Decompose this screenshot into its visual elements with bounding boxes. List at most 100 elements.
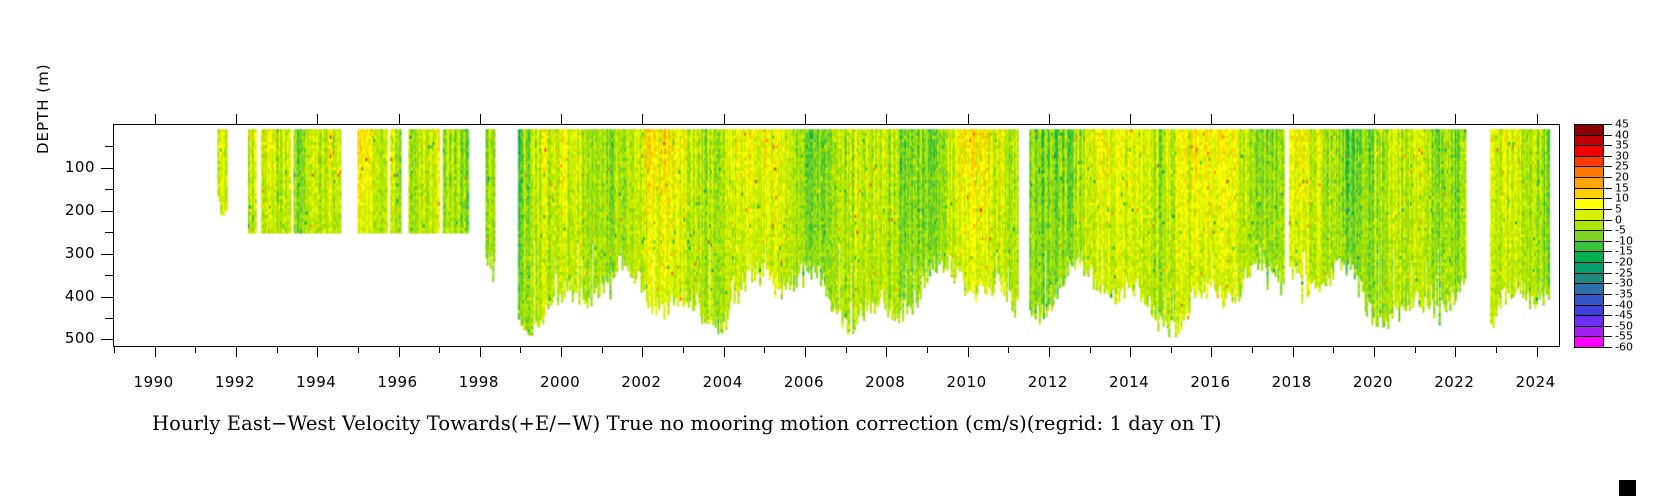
colorbar-label: -25 [1615, 266, 1633, 280]
x-tick [1374, 346, 1376, 357]
colorbar-tick [1604, 293, 1612, 295]
x-tick [1374, 114, 1376, 125]
x-tick-minor [1495, 346, 1497, 353]
x-tick [1292, 114, 1294, 125]
x-tick [967, 114, 969, 125]
colorbar-label: -5 [1615, 223, 1626, 237]
figure-caption: Hourly East−West Velocity Towards(+E/−W)… [152, 412, 1222, 435]
colorbar-tick [1604, 262, 1612, 264]
y-tick-major [101, 167, 114, 169]
x-tick-minor [764, 346, 766, 353]
x-tick-minor [845, 346, 847, 353]
x-tick [886, 114, 888, 125]
colorbar-tick [1604, 219, 1612, 221]
colorbar-tick [1604, 155, 1612, 157]
x-tick [154, 346, 156, 357]
colorbar-tick [1604, 124, 1612, 125]
plot-area [101, 114, 1560, 357]
colorbar-label: -45 [1615, 308, 1633, 322]
x-tick [1455, 114, 1457, 125]
x-tick [235, 114, 237, 125]
colorbar-label: 35 [1615, 138, 1629, 152]
colorbar-label: -20 [1615, 255, 1633, 269]
x-tick-minor [1089, 346, 1091, 353]
y-tick-major [101, 339, 114, 341]
x-tick-label: 2000 [540, 373, 581, 391]
x-tick [398, 114, 400, 125]
x-tick-label: 2024 [1515, 373, 1556, 391]
x-tick [804, 114, 806, 125]
x-tick [1536, 346, 1538, 357]
colorbar-label: 15 [1615, 181, 1629, 195]
colorbar-tick [1604, 336, 1612, 338]
colorbar-tick [1604, 230, 1612, 232]
x-tick-minor [601, 346, 603, 353]
x-tick-minor [1008, 346, 1010, 353]
x-tick [317, 346, 319, 357]
y-tick-label: 300 [64, 243, 95, 262]
colorbar: 45 40 35 30 25 20 15 10 5 0 -5 -10 -15 -20 -25 -30 -35 -4… [1574, 118, 1633, 354]
y-tick-major [101, 296, 114, 298]
colorbar-tick [1604, 198, 1612, 200]
x-tick [1048, 346, 1050, 357]
colorbar-tick [1604, 283, 1612, 285]
colorbar-label: 10 [1615, 191, 1629, 205]
colorbar-tick [1604, 251, 1612, 253]
colorbar-tick [1604, 315, 1612, 317]
colorbar-tick [1604, 272, 1612, 274]
x-tick [479, 346, 481, 357]
x-tick-label: 2014 [1109, 373, 1150, 391]
x-tick-label: 2016 [1190, 373, 1231, 391]
colorbar-label: -15 [1615, 244, 1633, 258]
x-tick [235, 346, 237, 357]
x-tick [1455, 346, 1457, 357]
x-tick-label: 2004 [702, 373, 743, 391]
x-tick-label: 1992 [214, 373, 256, 391]
y-tick-minor [105, 189, 114, 191]
colorbar-label: 0 [1615, 213, 1622, 227]
colorbar-label: -30 [1615, 276, 1633, 290]
colorbar-tick [1604, 325, 1612, 327]
x-tick [561, 346, 563, 357]
y-tick-label: 100 [64, 157, 95, 176]
x-tick [154, 114, 156, 125]
x-tick-label: 2010 [946, 373, 987, 391]
x-tick [642, 114, 644, 125]
x-tick-label: 1994 [296, 373, 337, 391]
colorbar-label: 45 [1615, 117, 1629, 131]
x-tick [1048, 114, 1050, 125]
x-tick [804, 346, 806, 357]
y-tick-minor [105, 275, 114, 277]
colorbar-label: 5 [1615, 202, 1622, 216]
y-tick-major [101, 210, 114, 212]
x-tick-label: 2012 [1027, 373, 1068, 391]
x-tick [398, 346, 400, 357]
x-tick-minor [683, 346, 685, 353]
colorbar-tick [1604, 208, 1612, 210]
x-tick-minor [520, 346, 522, 353]
x-tick-label: 2020 [1352, 373, 1394, 391]
colorbar-tick [1604, 347, 1612, 348]
heatmap-canvas [114, 125, 1559, 346]
x-tick-minor [926, 346, 928, 353]
colorbar-label: -60 [1615, 340, 1633, 354]
x-tick [1211, 114, 1213, 125]
x-tick [1536, 114, 1538, 125]
x-tick [723, 114, 725, 125]
corner-marker [1619, 480, 1636, 496]
x-tick-minor [1252, 346, 1254, 353]
colorbar-tick [1604, 187, 1612, 189]
x-tick-label: 1996 [377, 373, 418, 391]
x-tick [723, 346, 725, 357]
x-tick [561, 114, 563, 125]
colorbar-label: -35 [1615, 287, 1633, 301]
y-tick-label: 200 [64, 200, 95, 219]
y-tick-minor [105, 232, 114, 234]
x-tick [1130, 114, 1132, 125]
x-tick-label: 2018 [1271, 373, 1312, 391]
colorbar-tick [1604, 166, 1612, 168]
x-tick [1211, 346, 1213, 357]
x-tick [1292, 346, 1294, 357]
x-tick-label: 1998 [458, 373, 499, 391]
